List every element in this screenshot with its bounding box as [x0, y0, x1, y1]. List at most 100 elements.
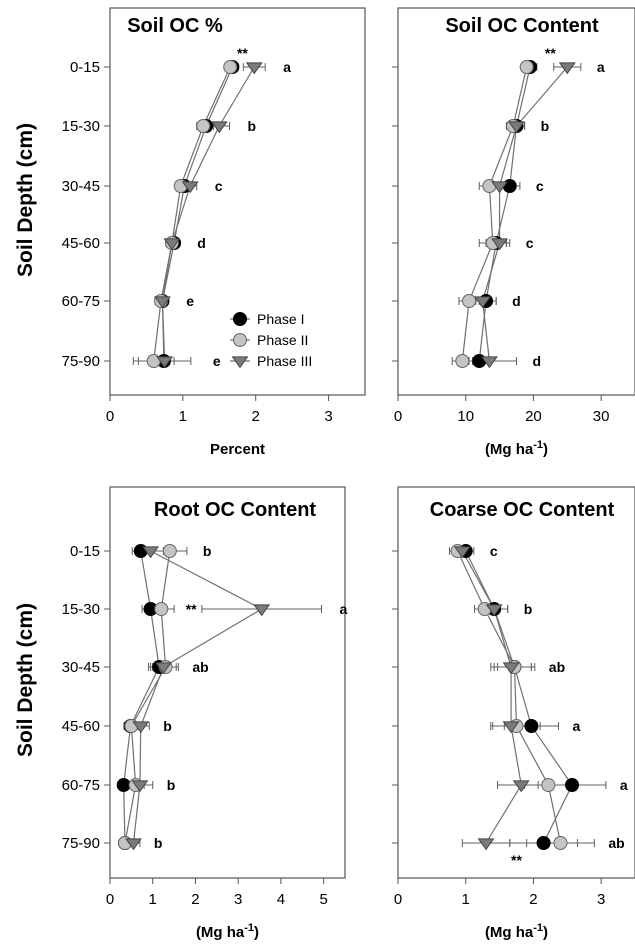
series-line-phase-ii: [153, 66, 231, 362]
panel-title: Soil OC %: [127, 15, 223, 37]
series-line-phase-i: [478, 66, 531, 362]
marker-phase-i: [116, 778, 131, 792]
y-axis-label-bottom: Soil Depth (cm): [14, 603, 37, 757]
x-tick-label: 0: [394, 891, 402, 908]
x-axis-label: (Mg ha-1): [485, 439, 548, 458]
plot-frame: [109, 7, 366, 396]
marker-phase-ii: [541, 778, 556, 792]
series-line-phase-i: [161, 66, 233, 362]
marker-phase-iii: [132, 721, 150, 734]
legend-label: Phase II: [257, 332, 308, 348]
x-tick-label: 0: [106, 408, 114, 425]
significance-marker: **: [511, 852, 522, 868]
marker-phase-iii: [163, 238, 181, 251]
legend-marker-phase-iii: [231, 356, 249, 369]
significance-letter: ab: [192, 659, 208, 675]
x-axis-label: (Mg ha-1): [196, 922, 259, 941]
legend-marker-phase-ii: [233, 333, 247, 347]
significance-marker: **: [186, 601, 197, 617]
x-tick-label: 3: [234, 891, 242, 908]
significance-letter: e: [186, 293, 194, 309]
x-axis-label-tail: ): [543, 924, 548, 941]
x-tick-label: 1: [462, 891, 470, 908]
marker-phase-iii: [253, 604, 271, 617]
marker-phase-iii: [491, 181, 509, 194]
marker-phase-iii: [502, 662, 520, 675]
significance-letter: ab: [608, 835, 624, 851]
marker-phase-iii: [512, 780, 530, 793]
series-line-phase-ii: [457, 550, 562, 844]
significance-letter: d: [533, 353, 542, 369]
x-tick-label: 2: [529, 891, 537, 908]
marker-phase-iii: [125, 838, 142, 851]
panel-title: Root OC Content: [154, 499, 317, 521]
significance-letter: c: [526, 235, 534, 251]
y-tick-label: 15-30: [62, 601, 100, 618]
marker-phase-iii: [156, 356, 174, 369]
significance-letter: c: [215, 178, 223, 194]
legend-label: Phase III: [257, 353, 312, 369]
marker-phase-iii: [153, 296, 171, 309]
panel-title: Soil OC Content: [445, 15, 599, 37]
x-tick-label: 0: [394, 408, 402, 425]
y-tick-label: 30-45: [62, 178, 100, 195]
marker-phase-i: [565, 778, 580, 792]
y-tick-label: 15-30: [62, 118, 100, 135]
x-tick-label: 2: [191, 891, 199, 908]
panel-1: Soil OC % 0 1 2 3 Percent 0-15 15-30 30-45 45-60 6…: [62, 7, 366, 458]
x-tick-label: 3: [597, 891, 605, 908]
x-tick-label: 5: [319, 891, 327, 908]
series-line-phase-ii: [461, 66, 528, 362]
significance-letter: b: [247, 118, 256, 134]
y-tick-label: 45-60: [62, 718, 100, 735]
x-tick-label: 3: [324, 408, 332, 425]
panel-title: Coarse OC Content: [430, 499, 615, 521]
x-axis-label-superscript: -1: [533, 922, 543, 934]
y-axis-label-top: Soil Depth (cm): [14, 123, 37, 277]
significance-letter: b: [163, 718, 172, 734]
y-tick-label: 60-75: [62, 293, 100, 310]
marker-phase-iii: [480, 356, 498, 369]
y-tick-label: 30-45: [62, 659, 100, 676]
significance-letter: a: [620, 777, 628, 793]
marker-phase-ii: [196, 119, 211, 133]
plot-frame: [397, 486, 635, 879]
x-axis-label-tail: ): [254, 924, 259, 941]
legend-marker-phase-i: [233, 312, 247, 326]
significance-marker: **: [545, 45, 556, 61]
significance-letter: a: [597, 59, 605, 75]
y-tick-label: 75-90: [62, 835, 100, 852]
marker-phase-ii: [162, 544, 177, 558]
marker-phase-ii: [553, 836, 568, 850]
x-tick-label: 0: [106, 891, 114, 908]
marker-phase-iii: [502, 721, 520, 734]
series-line-phase-ii: [124, 550, 171, 844]
series-line-phase-i: [465, 550, 573, 844]
panel-2: Soil OC Content 0 10 20 30 (Mg ha-1) a b c c d d **: [392, 7, 635, 458]
marker-phase-ii: [223, 60, 238, 74]
plot-frame: [397, 7, 635, 396]
significance-letter: c: [490, 543, 498, 559]
x-axis-label-superscript: -1: [533, 439, 543, 451]
marker-phase-iii: [453, 546, 471, 559]
significance-letter: b: [541, 118, 550, 134]
marker-phase-i: [536, 836, 551, 850]
x-tick-label: 1: [179, 408, 187, 425]
plot-frame: [109, 486, 346, 879]
y-tick-label: 0-15: [70, 543, 100, 560]
marker-phase-ii: [462, 294, 477, 308]
series-line-phase-i: [123, 550, 160, 844]
x-tick-label: 1: [149, 891, 157, 908]
marker-phase-iii: [131, 780, 149, 793]
panel-3: Root OC Content 0 1 2 3 4 5 (Mg ha-1) 0-15 15-30 3…: [62, 486, 348, 941]
x-axis-label-tail: ): [543, 441, 548, 458]
panel-4: Coarse OC Content 0 1 2 3 (Mg ha-1) c b ab a a ab **: [392, 486, 635, 941]
marker-phase-ii: [519, 60, 534, 74]
x-axis-label-superscript: -1: [244, 922, 254, 934]
series-line-phase-iii: [482, 66, 568, 362]
marker-phase-iii: [485, 604, 503, 617]
series-line-phase-iii: [161, 66, 255, 362]
marker-phase-iii: [508, 121, 525, 134]
marker-phase-iii: [210, 121, 228, 134]
